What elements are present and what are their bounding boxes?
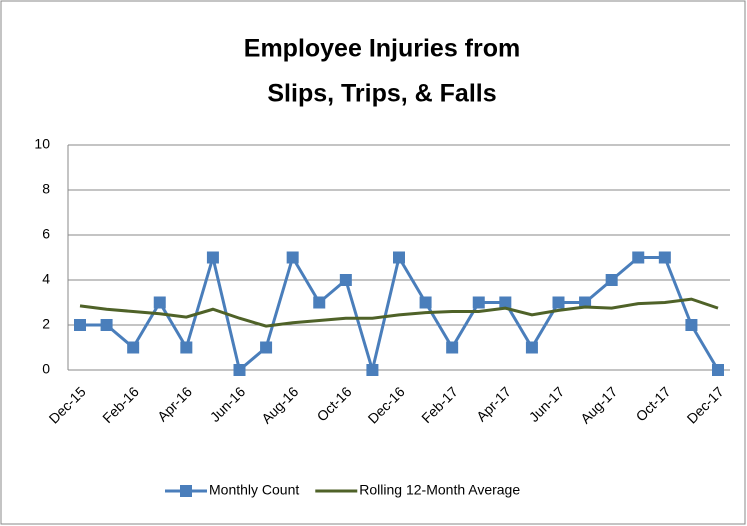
data-point <box>658 251 671 264</box>
data-point <box>712 364 724 376</box>
data-point <box>286 251 299 264</box>
data-point <box>685 319 698 331</box>
y-tick-label: 6 <box>42 226 50 242</box>
data-point <box>499 296 512 309</box>
data-point <box>472 296 485 309</box>
y-tick-label: 8 <box>42 181 50 197</box>
data-point <box>446 341 459 354</box>
data-point <box>233 364 246 376</box>
y-tick-label: 2 <box>42 316 50 332</box>
data-point <box>153 296 166 309</box>
legend-label: Monthly Count <box>209 482 299 498</box>
data-point <box>180 341 193 354</box>
data-point <box>632 251 645 264</box>
legend-label: Rolling 12-Month Average <box>359 482 520 498</box>
data-point <box>552 296 565 309</box>
data-point <box>206 251 219 264</box>
series-line <box>79 297 719 328</box>
y-tick-label: 10 <box>34 136 50 152</box>
data-point <box>605 274 618 286</box>
y-tick-label: 4 <box>42 271 50 287</box>
data-point <box>419 296 432 309</box>
y-tick-label: 0 <box>42 361 50 377</box>
legend-marker <box>180 485 192 497</box>
data-point <box>127 341 140 354</box>
data-point <box>339 274 352 286</box>
data-point <box>260 341 273 354</box>
data-point <box>579 296 592 309</box>
data-point <box>393 251 405 264</box>
data-point <box>74 319 86 331</box>
data-point <box>313 296 326 309</box>
data-point <box>366 364 379 376</box>
data-point <box>525 341 538 354</box>
chart-title: Employee Injuries from <box>244 35 520 63</box>
chart-title: Slips, Trips, & Falls <box>267 80 496 108</box>
data-point <box>100 319 113 331</box>
